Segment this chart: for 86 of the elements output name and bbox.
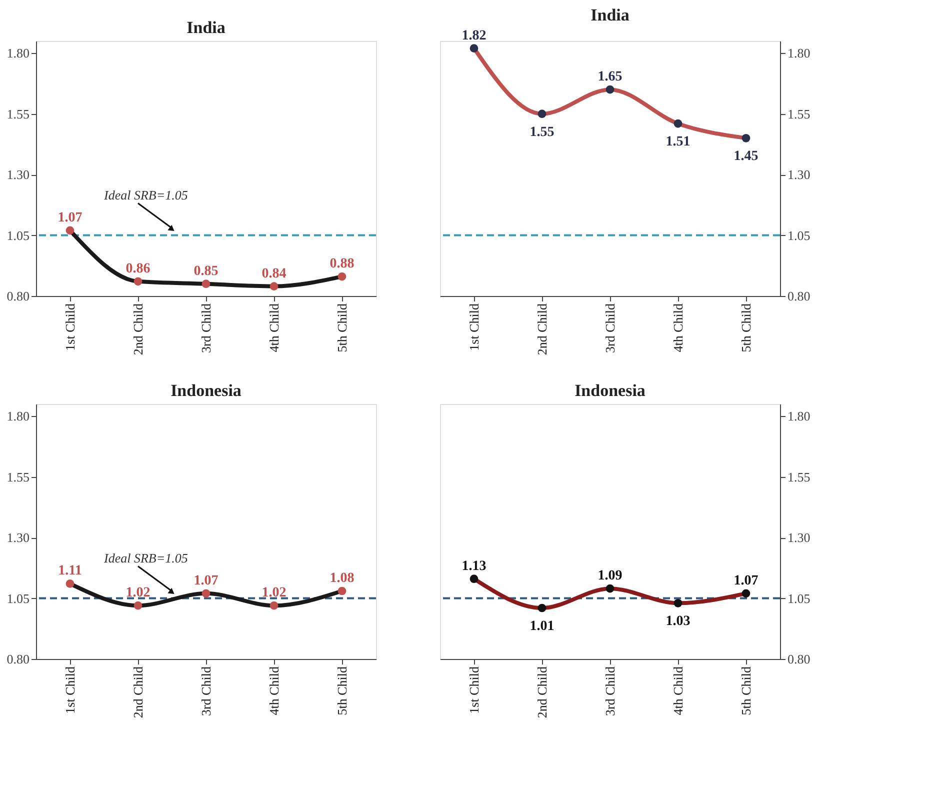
point bbox=[674, 598, 682, 608]
ref-line-label: Ideal SRB=1.05 bbox=[103, 550, 188, 566]
y-tick-label: 0.80 bbox=[6, 652, 30, 666]
point bbox=[270, 282, 278, 290]
y-tick-label: 1.05 bbox=[788, 228, 810, 243]
x-tick-label: 3rd Child bbox=[602, 666, 618, 716]
x-tick-label: 3rd Child bbox=[602, 303, 618, 353]
y-tick-label: 1.05 bbox=[6, 590, 30, 606]
point bbox=[606, 584, 614, 593]
chart-title: India bbox=[590, 5, 630, 24]
y-tick-label: 1.55 bbox=[788, 469, 810, 484]
point bbox=[134, 601, 142, 610]
y-tick-label: 1.30 bbox=[6, 530, 30, 546]
chart-title: Indonesia bbox=[170, 381, 242, 400]
y-tick-label: 0.80 bbox=[788, 288, 810, 304]
data-label: 0.84 bbox=[262, 266, 286, 282]
ref-line-label: Ideal SRB=1.05 bbox=[103, 187, 188, 202]
data-label: 1.65 bbox=[598, 70, 622, 85]
data-label: 1.02 bbox=[126, 586, 150, 601]
point bbox=[538, 604, 546, 612]
x-tick-label: 3rd Child bbox=[198, 303, 214, 353]
x-tick-label: 3rd Child bbox=[198, 666, 214, 716]
y-tick-label: 1.80 bbox=[788, 408, 810, 424]
point bbox=[606, 85, 614, 94]
data-label: 1.02 bbox=[262, 586, 286, 601]
point bbox=[470, 574, 478, 584]
y-tick-label: 1.80 bbox=[6, 408, 30, 424]
chart-title: India bbox=[186, 18, 226, 37]
x-tick-label: 1st Child bbox=[62, 666, 78, 714]
data-label: 1.01 bbox=[530, 619, 554, 634]
point bbox=[338, 586, 346, 596]
data-label: 0.86 bbox=[126, 261, 150, 276]
y-tick-label: 1.05 bbox=[788, 590, 810, 606]
data-label: 1.09 bbox=[598, 568, 622, 584]
y-tick-label: 0.80 bbox=[6, 288, 30, 304]
x-tick-label: 4th Child bbox=[670, 303, 686, 352]
point bbox=[470, 44, 478, 52]
x-tick-label: 2nd Child bbox=[534, 303, 550, 356]
point bbox=[338, 272, 346, 281]
x-tick-label: 2nd Child bbox=[130, 303, 146, 356]
x-tick-label: 4th Child bbox=[266, 666, 282, 716]
x-tick-label: 5th Child bbox=[738, 303, 754, 352]
x-tick-label: 4th Child bbox=[670, 666, 686, 716]
data-label: 1.51 bbox=[666, 134, 690, 150]
y-tick-label: 1.05 bbox=[6, 228, 30, 243]
x-tick-label: 1st Child bbox=[466, 666, 482, 714]
y-tick-label: 1.80 bbox=[788, 46, 810, 61]
point bbox=[674, 119, 682, 128]
y-tick-label: 0.80 bbox=[788, 652, 810, 666]
data-label: 1.11 bbox=[58, 564, 82, 579]
data-label: 1.13 bbox=[462, 558, 486, 574]
point bbox=[270, 601, 278, 610]
x-tick-label: 5th Child bbox=[334, 303, 350, 352]
x-tick-label: 2nd Child bbox=[130, 666, 146, 718]
point bbox=[538, 110, 546, 118]
y-tick-label: 1.80 bbox=[6, 46, 30, 61]
data-label: 1.82 bbox=[462, 28, 486, 44]
y-tick-label: 1.55 bbox=[6, 469, 30, 484]
point bbox=[202, 589, 210, 598]
data-label: 0.88 bbox=[330, 256, 354, 272]
point bbox=[66, 580, 74, 588]
point bbox=[742, 589, 750, 598]
data-label: 1.45 bbox=[734, 149, 758, 164]
y-tick-label: 1.30 bbox=[6, 167, 30, 182]
y-tick-label: 1.30 bbox=[788, 167, 810, 182]
data-label: 0.85 bbox=[194, 264, 218, 279]
chart-title: Indonesia bbox=[574, 381, 646, 400]
data-label: 1.08 bbox=[330, 571, 354, 586]
y-tick-label: 1.55 bbox=[788, 106, 810, 122]
x-tick-label: 2nd Child bbox=[534, 666, 550, 718]
data-label: 1.07 bbox=[194, 573, 218, 588]
point bbox=[742, 134, 750, 142]
point bbox=[202, 280, 210, 288]
y-tick-label: 1.55 bbox=[6, 106, 30, 122]
x-tick-label: 5th Child bbox=[334, 666, 350, 716]
data-label: 1.55 bbox=[530, 124, 554, 140]
x-tick-label: 1st Child bbox=[466, 303, 482, 351]
point bbox=[134, 277, 142, 286]
data-label: 1.03 bbox=[666, 614, 690, 630]
x-tick-label: 1st Child bbox=[62, 303, 78, 351]
y-tick-label: 1.30 bbox=[788, 530, 810, 546]
x-tick-label: 4th Child bbox=[266, 303, 282, 352]
point bbox=[66, 226, 74, 235]
data-label: 1.07 bbox=[734, 573, 758, 588]
data-label: 1.07 bbox=[58, 210, 82, 226]
x-tick-label: 5th Child bbox=[738, 666, 754, 716]
